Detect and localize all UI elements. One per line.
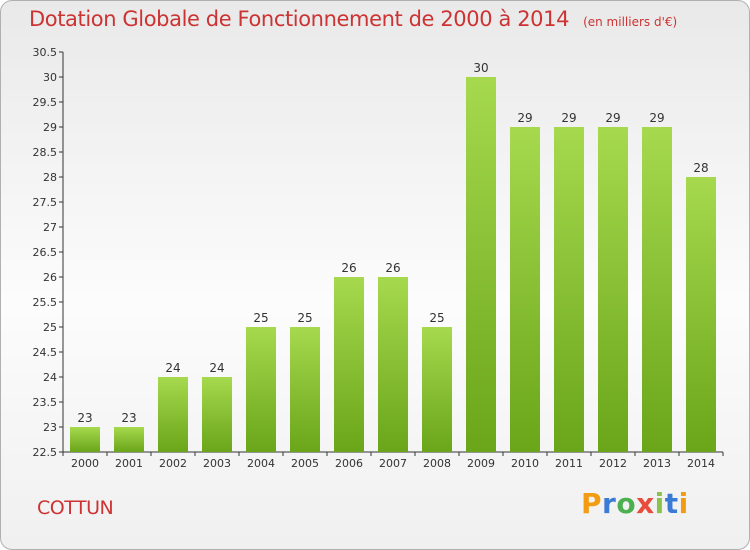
x-tick-label: 2001 <box>115 457 143 470</box>
y-tick-label: 24 <box>43 371 57 384</box>
bar-2000 <box>70 427 100 452</box>
x-tick-label: 2011 <box>555 457 583 470</box>
x-tick-label: 2004 <box>247 457 275 470</box>
y-tick-label: 22.5 <box>33 446 58 459</box>
x-tick-label: 2009 <box>467 457 495 470</box>
bar-value-label: 29 <box>561 111 576 125</box>
bar-2002 <box>158 377 188 452</box>
bar-2014 <box>686 177 716 452</box>
bar-value-label: 25 <box>297 311 312 325</box>
bar-value-label: 24 <box>209 361 224 375</box>
x-tick-label: 2007 <box>379 457 407 470</box>
x-tick-label: 2002 <box>159 457 187 470</box>
commune-name: COTTUN <box>37 497 114 519</box>
logo-letter: P <box>581 487 603 520</box>
y-tick-label: 26.5 <box>33 246 58 259</box>
x-tick-label: 2008 <box>423 457 451 470</box>
chart-title-text: Dotation Globale de Fonctionnement de 20… <box>29 7 570 31</box>
logo-letter: i <box>654 487 665 520</box>
y-tick-label: 25 <box>43 321 57 334</box>
y-tick-label: 24.5 <box>33 346 58 359</box>
logo-letter: o <box>616 487 637 520</box>
bar-value-label: 30 <box>473 61 488 75</box>
unit-note: (en milliers d'€) <box>583 15 678 29</box>
x-tick-label: 2012 <box>599 457 627 470</box>
bar-2006 <box>334 277 364 452</box>
y-tick-label: 26 <box>43 271 57 284</box>
bar-2007 <box>378 277 408 452</box>
bar-value-label: 23 <box>77 411 92 425</box>
x-tick-label: 2010 <box>511 457 539 470</box>
bar-2004 <box>246 327 276 452</box>
bar-2008 <box>422 327 452 452</box>
x-tick-label: 2005 <box>291 457 319 470</box>
y-tick-label: 29.5 <box>33 96 58 109</box>
bar-value-label: 29 <box>649 111 664 125</box>
bar-2003 <box>202 377 232 452</box>
x-tick-label: 2003 <box>203 457 231 470</box>
logo-letter: t <box>664 487 679 520</box>
x-tick-label: 2013 <box>643 457 671 470</box>
y-tick-label: 28.5 <box>33 146 58 159</box>
bar-2012 <box>598 127 628 452</box>
bar-2009 <box>466 77 496 452</box>
bar-value-label: 28 <box>693 161 708 175</box>
y-tick-label: 23 <box>43 421 57 434</box>
bar-value-label: 26 <box>385 261 400 275</box>
y-tick-label: 27 <box>43 221 57 234</box>
bar-value-label: 29 <box>605 111 620 125</box>
bar-value-label: 25 <box>253 311 268 325</box>
y-tick-label: 27.5 <box>33 196 58 209</box>
y-tick-label: 23.5 <box>33 396 58 409</box>
bar-2013 <box>642 127 672 452</box>
bar-value-label: 23 <box>121 411 136 425</box>
y-tick-label: 29 <box>43 121 57 134</box>
bar-value-label: 29 <box>517 111 532 125</box>
proxiti-logo: Proxiti <box>581 487 689 520</box>
x-tick-label: 2014 <box>687 457 715 470</box>
x-tick-label: 2006 <box>335 457 363 470</box>
bar-value-label: 24 <box>165 361 180 375</box>
bar-2001 <box>114 427 144 452</box>
bar-2011 <box>554 127 584 452</box>
bar-2010 <box>510 127 540 452</box>
logo-letter: r <box>602 487 617 520</box>
bar-value-label: 26 <box>341 261 356 275</box>
chart-title: Dotation Globale de Fonctionnement de 20… <box>29 7 677 31</box>
bar-2005 <box>290 327 320 452</box>
logo-letter: x <box>636 487 655 520</box>
y-tick-label: 30 <box>43 71 57 84</box>
y-tick-label: 25.5 <box>33 296 58 309</box>
y-tick-label: 30.5 <box>33 46 58 59</box>
bar-value-label: 25 <box>429 311 444 325</box>
logo-letter: i <box>678 487 689 520</box>
y-tick-label: 28 <box>43 171 57 184</box>
x-tick-label: 2000 <box>71 457 99 470</box>
